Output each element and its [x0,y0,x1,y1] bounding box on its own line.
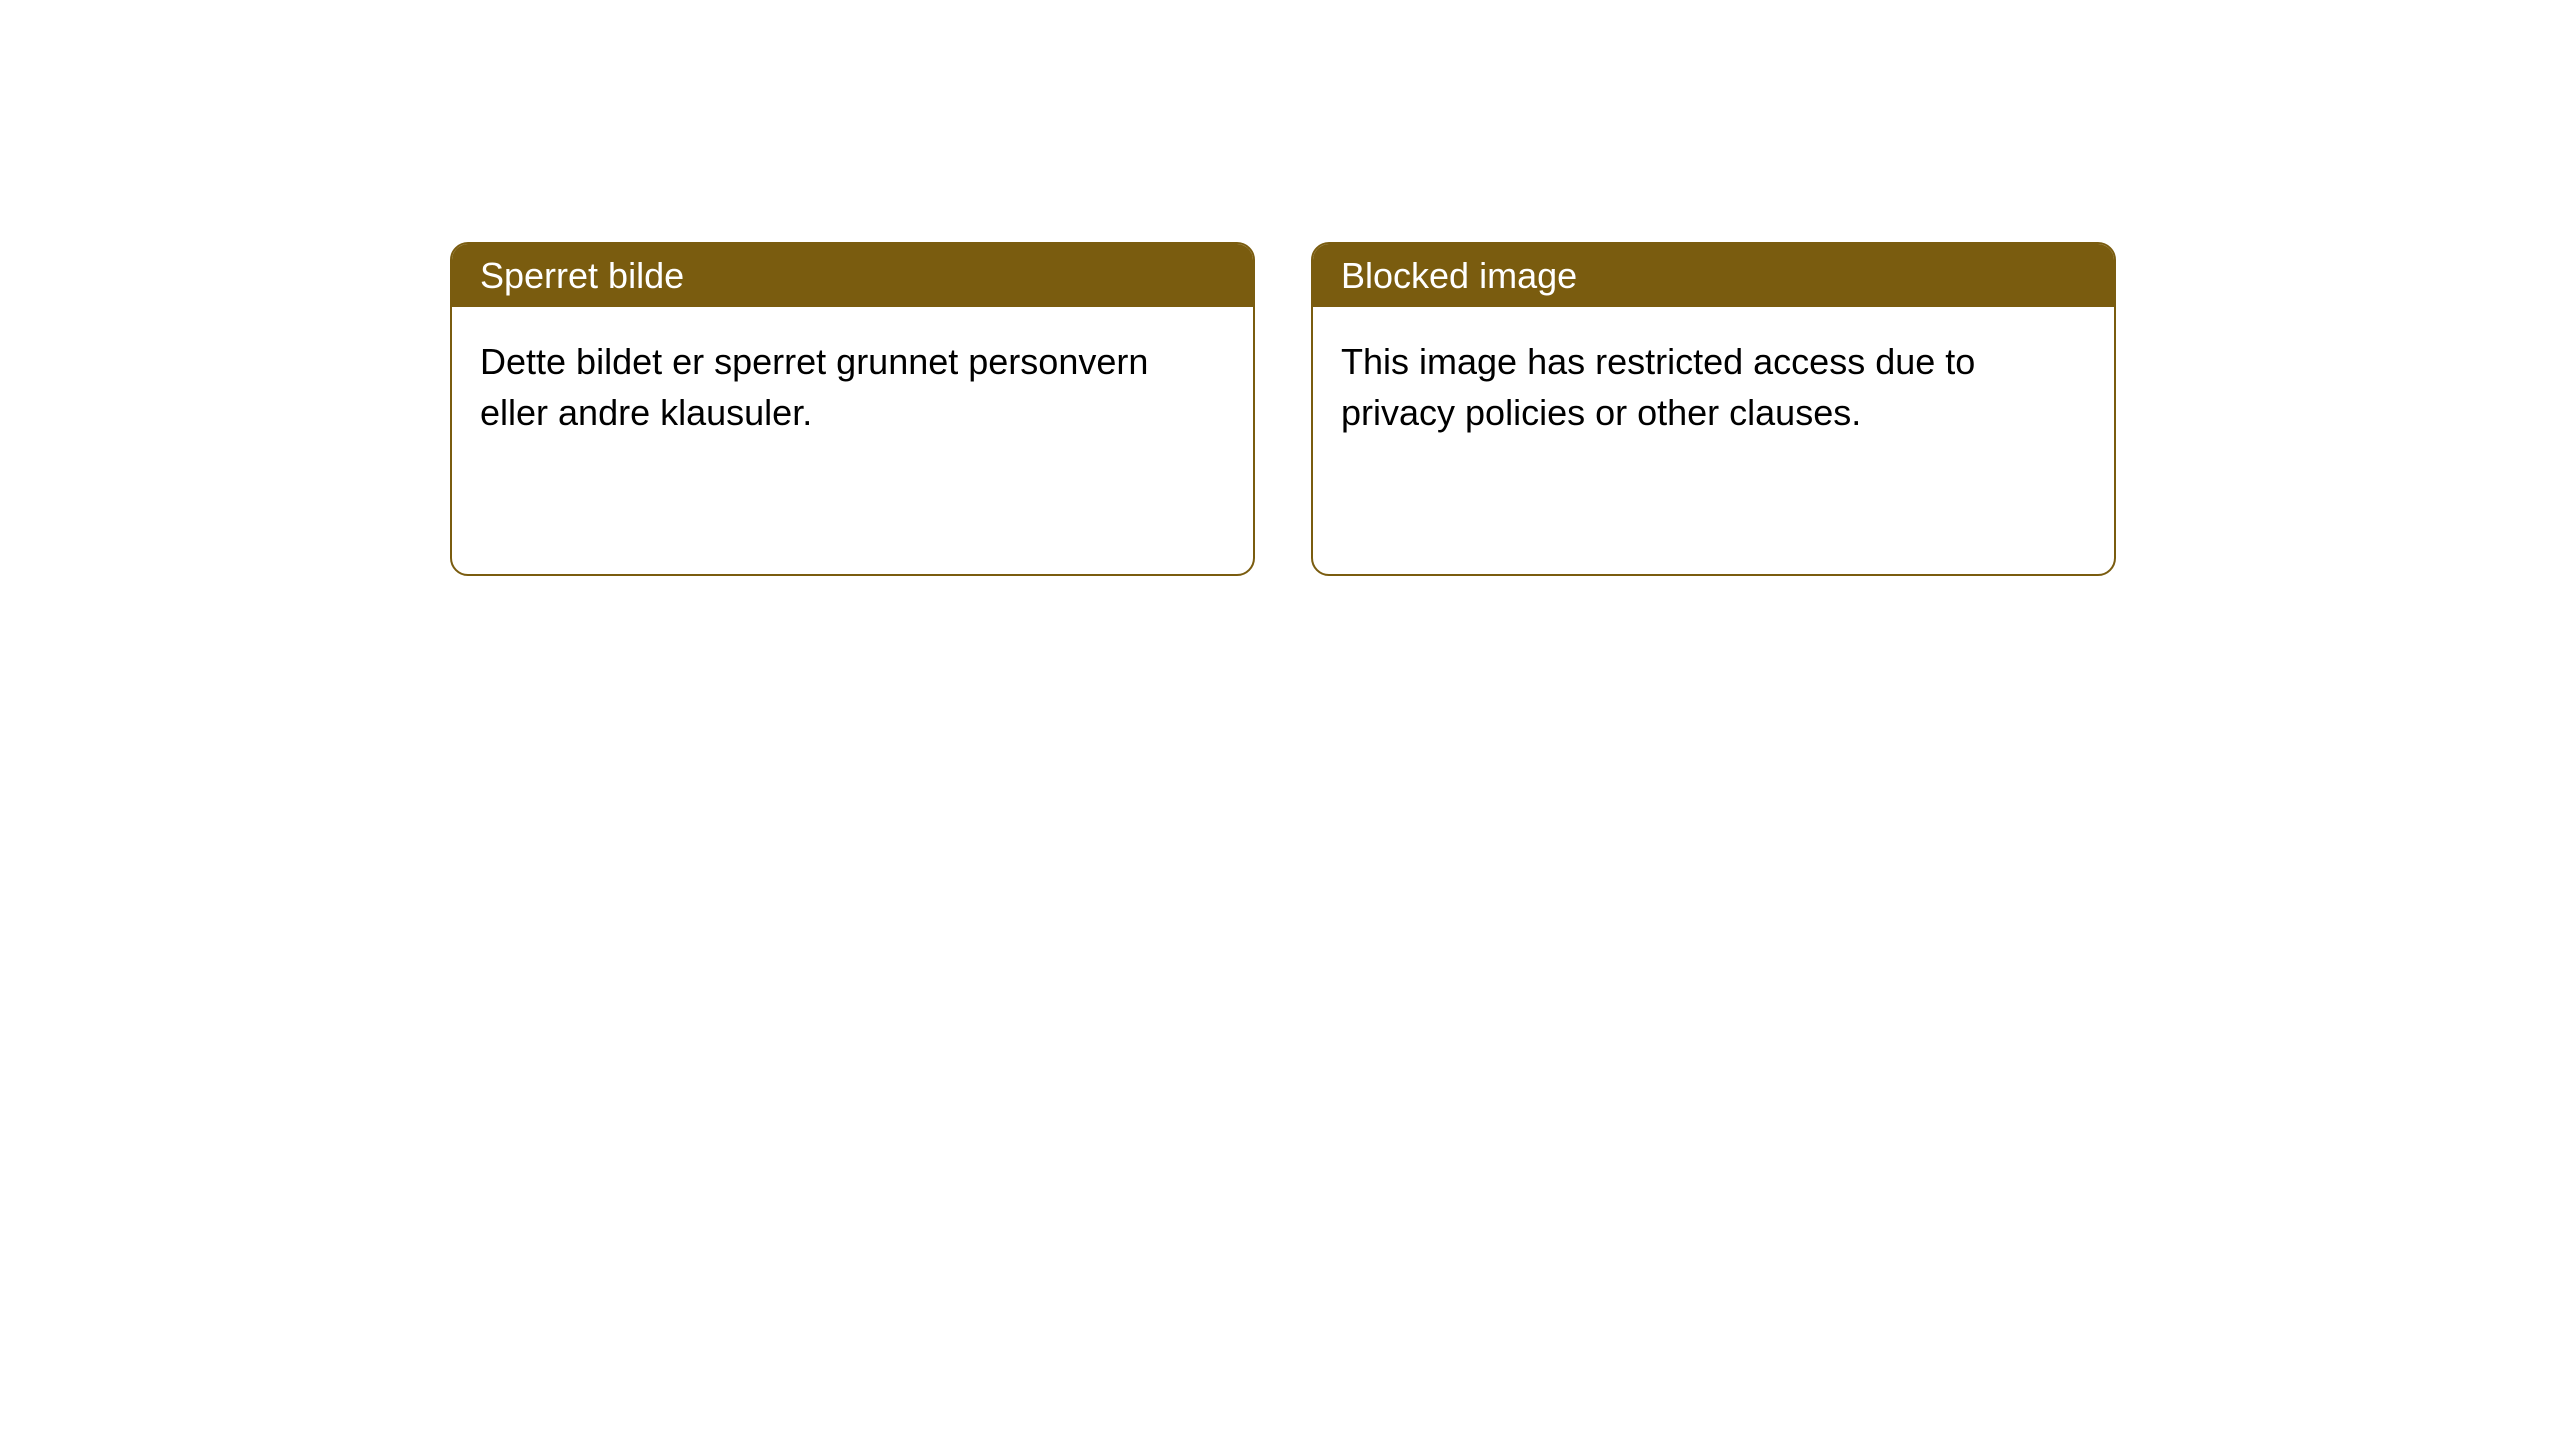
card-header-no: Sperret bilde [452,244,1253,307]
card-header-en: Blocked image [1313,244,2114,307]
cards-container: Sperret bilde Dette bildet er sperret gr… [0,0,2560,576]
blocked-image-card-no: Sperret bilde Dette bildet er sperret gr… [450,242,1255,576]
card-body-en: This image has restricted access due to … [1313,307,2114,468]
blocked-image-card-en: Blocked image This image has restricted … [1311,242,2116,576]
card-body-no: Dette bildet er sperret grunnet personve… [452,307,1253,468]
